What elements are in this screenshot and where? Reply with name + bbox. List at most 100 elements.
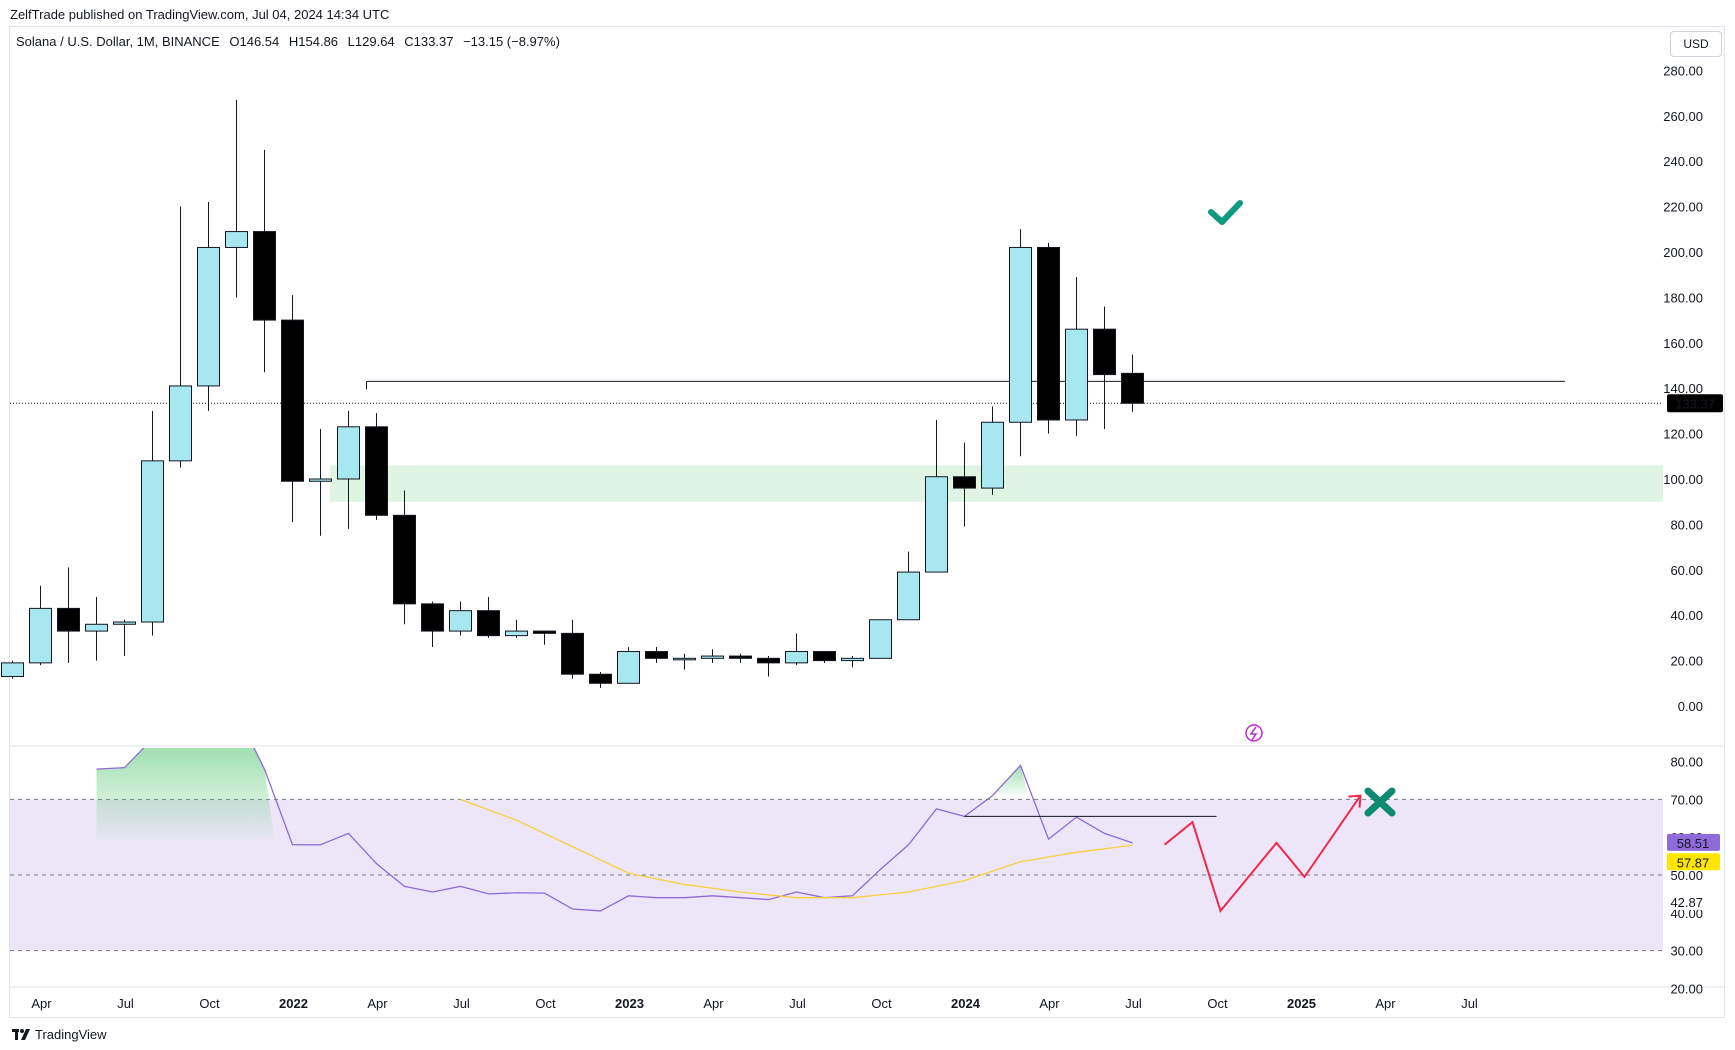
time-tick-label: Oct bbox=[535, 996, 556, 1011]
candle-body[interactable] bbox=[785, 651, 808, 664]
candle-body[interactable] bbox=[673, 657, 696, 661]
currency-button[interactable]: USD bbox=[1670, 31, 1722, 57]
price-tick-label: 80.00 bbox=[1670, 517, 1703, 532]
price-tick-label: 140.00 bbox=[1663, 381, 1703, 396]
high-value: H154.86 bbox=[288, 34, 339, 49]
price-tick-label: 220.00 bbox=[1663, 200, 1703, 215]
rsi-lower-badge-label: 42.87 bbox=[1670, 895, 1703, 910]
time-tick-label: Apr bbox=[703, 996, 724, 1011]
candle-body[interactable] bbox=[505, 630, 528, 637]
candle-body[interactable] bbox=[813, 651, 836, 662]
candle-body[interactable] bbox=[953, 476, 976, 489]
candle-body[interactable] bbox=[533, 630, 556, 634]
candle-body[interactable] bbox=[113, 621, 136, 625]
price-tick-label: 20.00 bbox=[1670, 654, 1703, 669]
candle-body[interactable] bbox=[449, 610, 472, 632]
candle-body[interactable] bbox=[701, 655, 724, 659]
candle-body[interactable] bbox=[1093, 328, 1116, 376]
candle-body[interactable] bbox=[365, 426, 388, 516]
lightning-circle-icon[interactable] bbox=[1245, 724, 1263, 742]
price-tick-label: 60.00 bbox=[1670, 563, 1703, 578]
candle-body[interactable] bbox=[897, 571, 920, 621]
candle-body[interactable] bbox=[197, 246, 220, 387]
candle-body[interactable] bbox=[393, 514, 416, 605]
candle-body[interactable] bbox=[841, 657, 864, 662]
candle-body[interactable] bbox=[645, 651, 668, 659]
time-tick-label: Apr bbox=[1039, 996, 1060, 1011]
tradingview-logo-icon bbox=[12, 1029, 30, 1040]
candle-body[interactable] bbox=[169, 385, 192, 462]
projection-path[interactable] bbox=[1163, 795, 1362, 913]
candle-body[interactable] bbox=[85, 623, 108, 632]
rsi-line[interactable] bbox=[96, 712, 1133, 912]
brand-label: TradingView bbox=[35, 1027, 107, 1042]
rsi-ma-badge bbox=[1667, 853, 1720, 871]
price-badge-label: 133.37 bbox=[1675, 396, 1715, 411]
time-tick-label: Jul bbox=[117, 996, 134, 1011]
candle-body[interactable] bbox=[281, 319, 304, 482]
low-value: L129.64 bbox=[347, 34, 395, 49]
time-tick-label: 2024 bbox=[951, 996, 981, 1011]
price-tick-label: 120.00 bbox=[1663, 427, 1703, 442]
time-tick-label: Jul bbox=[789, 996, 806, 1011]
open-value: O146.54 bbox=[229, 34, 280, 49]
candle-body[interactable] bbox=[225, 231, 248, 248]
candle-body[interactable] bbox=[589, 673, 612, 684]
candle-body[interactable] bbox=[29, 607, 52, 664]
time-tick-label: Apr bbox=[31, 996, 52, 1011]
candle-body[interactable] bbox=[869, 619, 892, 659]
price-tick-label: 240.00 bbox=[1663, 154, 1703, 169]
candle-body[interactable] bbox=[1065, 328, 1088, 421]
price-badge bbox=[1667, 394, 1723, 413]
candle-body[interactable] bbox=[309, 478, 332, 482]
candle-body[interactable] bbox=[757, 657, 780, 664]
candle-body[interactable] bbox=[617, 651, 640, 684]
rsi-tick-label: 70.00 bbox=[1670, 792, 1703, 807]
time-tick-label: Apr bbox=[1375, 996, 1396, 1011]
rsi-tick-label: 50.00 bbox=[1670, 868, 1703, 883]
candle-body[interactable] bbox=[1121, 372, 1144, 404]
candle-body[interactable] bbox=[337, 426, 360, 480]
price-tick-label: 200.00 bbox=[1663, 245, 1703, 260]
time-tick-label: Oct bbox=[1207, 996, 1228, 1011]
tradingview-brand[interactable]: TradingView bbox=[12, 1027, 107, 1042]
candle-body[interactable] bbox=[1, 662, 24, 677]
candle-body[interactable] bbox=[421, 603, 444, 632]
candle-body[interactable] bbox=[981, 421, 1004, 489]
candle-body[interactable] bbox=[1009, 246, 1032, 423]
time-tick-label: Apr bbox=[367, 996, 388, 1011]
arrowhead-icon bbox=[1348, 794, 1362, 808]
candle-body[interactable] bbox=[57, 607, 80, 632]
time-tick-label: 2022 bbox=[279, 996, 308, 1011]
time-tick-label: Jul bbox=[1125, 996, 1142, 1011]
attribution: ZelfTrade published on TradingView.com, … bbox=[10, 7, 390, 22]
rsi-tick-label: 30.00 bbox=[1670, 944, 1703, 959]
rsi-badge-label: 58.51 bbox=[1677, 836, 1710, 851]
close-value: C133.37 bbox=[404, 34, 454, 49]
candle-body[interactable] bbox=[925, 476, 948, 573]
price-tick-label: 180.00 bbox=[1663, 290, 1703, 305]
checkmark-icon[interactable] bbox=[1208, 200, 1243, 225]
price-tick-label: 260.00 bbox=[1663, 109, 1703, 124]
price-tick-label: 40.00 bbox=[1670, 608, 1703, 623]
time-tick-label: 2025 bbox=[1287, 996, 1316, 1011]
candle-body[interactable] bbox=[561, 632, 584, 675]
rsi-tick-label: 80.00 bbox=[1670, 755, 1703, 770]
lightning-bolt-icon bbox=[1249, 726, 1258, 741]
candle-body[interactable] bbox=[141, 460, 164, 623]
rsi-ma-line[interactable] bbox=[460, 798, 1133, 899]
time-tick-label: Jul bbox=[453, 996, 470, 1011]
symbol-name[interactable]: Solana / U.S. Dollar, 1M, BINANCE bbox=[16, 34, 220, 49]
rsi-badge bbox=[1667, 833, 1720, 851]
candle-body[interactable] bbox=[477, 610, 500, 637]
candle-body[interactable] bbox=[253, 231, 276, 321]
rsi-overbought-fill bbox=[96, 748, 275, 840]
price-tick-label: 280.00 bbox=[1663, 63, 1703, 78]
candle-body[interactable] bbox=[729, 655, 752, 659]
cross-icon[interactable] bbox=[1364, 787, 1396, 817]
candle-body[interactable] bbox=[1037, 246, 1060, 421]
time-tick-label: Oct bbox=[871, 996, 892, 1011]
rsi-tick-label: 20.00 bbox=[1670, 981, 1703, 996]
change-value: −13.15 (−8.97%) bbox=[463, 34, 560, 49]
